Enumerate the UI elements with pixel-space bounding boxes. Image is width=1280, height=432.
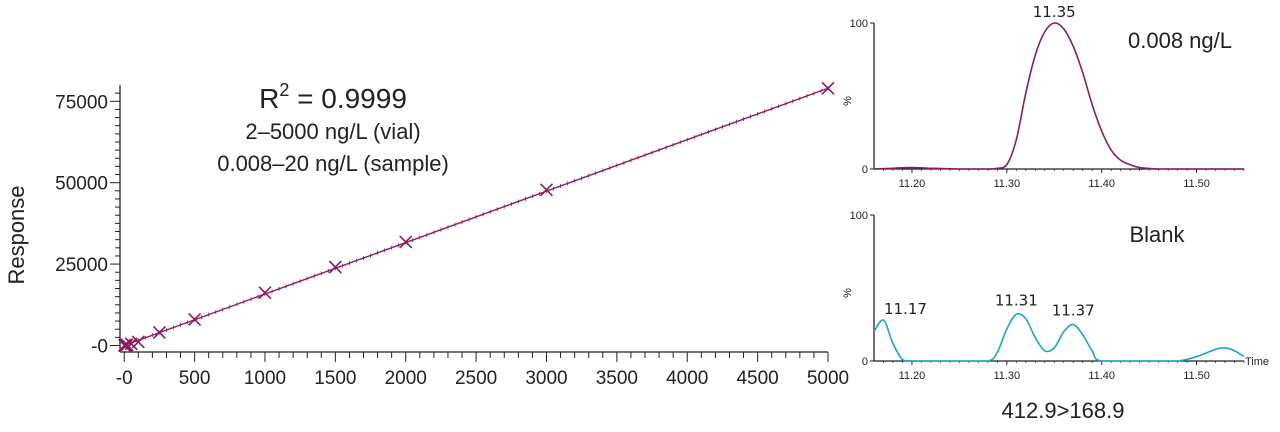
peak-label: 11.31 — [995, 291, 1038, 309]
calibration-point — [258, 286, 272, 300]
point-mark — [328, 260, 342, 274]
x-tick-label: 500 — [179, 368, 211, 389]
r2-annotation: R2 = 0.9999 — [259, 80, 407, 114]
calibration-point — [399, 235, 413, 249]
point-mark — [152, 325, 166, 340]
point-mark — [188, 312, 202, 327]
x-tick-label: 4000 — [666, 368, 708, 389]
calibration-point — [131, 335, 145, 349]
y-tick-label: -0 — [91, 336, 108, 357]
calibration-fit-line — [123, 86, 829, 348]
calibration-point — [539, 183, 554, 197]
x-tick-label: 11.30 — [993, 178, 1020, 190]
x-tick-label: 5000 — [807, 368, 849, 389]
calibration-ticks — [110, 92, 829, 362]
x-tick-label: 2000 — [385, 368, 427, 389]
calibration-y-axis-label: Response — [4, 185, 29, 284]
calibration-point — [188, 312, 202, 327]
chromatogram-sample: 11.20 11.30 11.40 11.50 0 100 11.35 % 0.008 n… — [842, 3, 1245, 190]
x-tick-label: 11.50 — [1183, 178, 1210, 190]
chromatogram-blank-y-label: % — [842, 288, 854, 298]
calibration-point — [120, 338, 134, 352]
point-mark — [399, 235, 413, 249]
range-sample-annotation: 0.008–20 ng/L (sample) — [217, 151, 449, 176]
calibration-points — [117, 81, 835, 352]
x-tick-label: 11.20 — [899, 178, 926, 190]
y-tick-label: 75000 — [55, 92, 108, 113]
calibration-point — [821, 81, 835, 95]
y-tick-label: 50000 — [55, 174, 108, 195]
peak-label: 11.37 — [1052, 302, 1095, 320]
x-tick-label: 4500 — [736, 368, 778, 389]
point-mark — [131, 335, 145, 349]
x-tick-label: 3500 — [596, 368, 638, 389]
x-tick-label: 3000 — [525, 368, 567, 389]
calibration-point — [152, 325, 166, 340]
point-mark — [821, 81, 835, 95]
chromatogram-blank: 11.20 11.30 11.40 11.50 0 100 11.17 11.31 11.37… — [842, 210, 1269, 423]
point-mark — [120, 338, 134, 352]
y-tick-label: 0 — [862, 164, 868, 176]
x-tick-label: 2500 — [455, 368, 497, 389]
x-tick-label: 1500 — [314, 368, 356, 389]
chromatogram-sample-peak-labels: 11.35 — [1033, 3, 1076, 21]
x-tick-label: -0 — [116, 368, 133, 389]
calibration-axes — [119, 85, 828, 353]
chromatogram-sample-y-label: % — [842, 96, 854, 106]
y-tick-label: 25000 — [55, 255, 108, 276]
chromatogram-blank-label: Blank — [1129, 222, 1185, 247]
chromatogram-sample-trace — [873, 22, 1244, 170]
range-vial-annotation: 2–5000 ng/L (vial) — [245, 119, 420, 144]
x-tick-label: 11.50 — [1183, 370, 1210, 382]
peak-label: 11.35 — [1033, 3, 1076, 21]
x-tick-label: 11.20 — [899, 370, 926, 382]
mrm-transition-label: 412.9>168.9 — [1002, 398, 1125, 423]
point-mark — [258, 286, 272, 300]
calibration-point — [328, 260, 342, 274]
chromatogram-sample-ticks: 11.20 11.30 11.40 11.50 0 100 — [850, 18, 1245, 190]
chromatogram-time-axis-label: Time — [1245, 356, 1269, 368]
x-tick-label: 11.40 — [1088, 370, 1115, 382]
calibration-chart: -0 500 1000 1500 2000 2500 3000 3500 4000 4500 500… — [4, 80, 849, 389]
y-tick-label: 100 — [850, 18, 868, 30]
calibration-y-tick-labels: -0 25000 50000 75000 — [55, 92, 108, 357]
peak-label: 11.17 — [884, 300, 927, 318]
x-tick-label: 11.30 — [993, 370, 1020, 382]
chromatogram-blank-ticks: 11.20 11.30 11.40 11.50 0 100 — [850, 210, 1245, 382]
calibration-x-tick-labels: -0 500 1000 1500 2000 2500 3000 3500 4000 4500 500… — [116, 368, 849, 389]
chromatogram-blank-trace — [873, 312, 1245, 362]
x-tick-label: 1000 — [244, 368, 286, 389]
point-mark — [539, 183, 554, 197]
chromatogram-sample-concentration-label: 0.008 ng/L — [1128, 28, 1232, 53]
y-tick-label: 0 — [862, 356, 868, 368]
y-tick-label: 100 — [850, 210, 868, 222]
x-tick-label: 11.40 — [1088, 178, 1115, 190]
chromatogram-blank-peak-labels: 11.17 11.31 11.37 — [884, 291, 1095, 319]
